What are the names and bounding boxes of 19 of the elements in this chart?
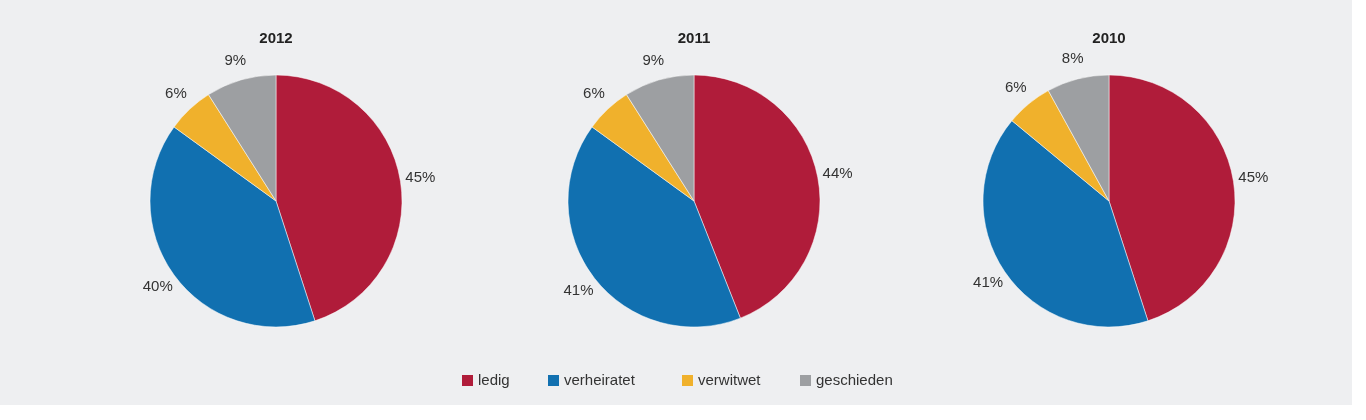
data-label: 9% xyxy=(642,50,665,68)
legend-label: verwitwet xyxy=(698,370,762,388)
chart-title: 2011 xyxy=(677,29,711,46)
data-label: 45% xyxy=(1238,168,1269,186)
data-label: 6% xyxy=(1004,78,1027,96)
data-label: 9% xyxy=(224,50,247,68)
legend-label: geschieden xyxy=(816,370,893,388)
data-label: 40% xyxy=(142,276,173,294)
data-label: 44% xyxy=(822,163,853,181)
legend-label: ledig xyxy=(478,370,510,388)
chart-title: 2012 xyxy=(259,29,293,46)
data-label: 45% xyxy=(405,168,436,186)
legend-label: verheiratet xyxy=(564,370,636,388)
data-label: 8% xyxy=(1061,49,1084,67)
data-label: 6% xyxy=(583,84,605,102)
data-label: 41% xyxy=(563,280,594,298)
data-label: 41% xyxy=(973,273,1004,291)
data-label: 6% xyxy=(165,84,187,102)
chart-title: 2010 xyxy=(1092,29,1126,46)
